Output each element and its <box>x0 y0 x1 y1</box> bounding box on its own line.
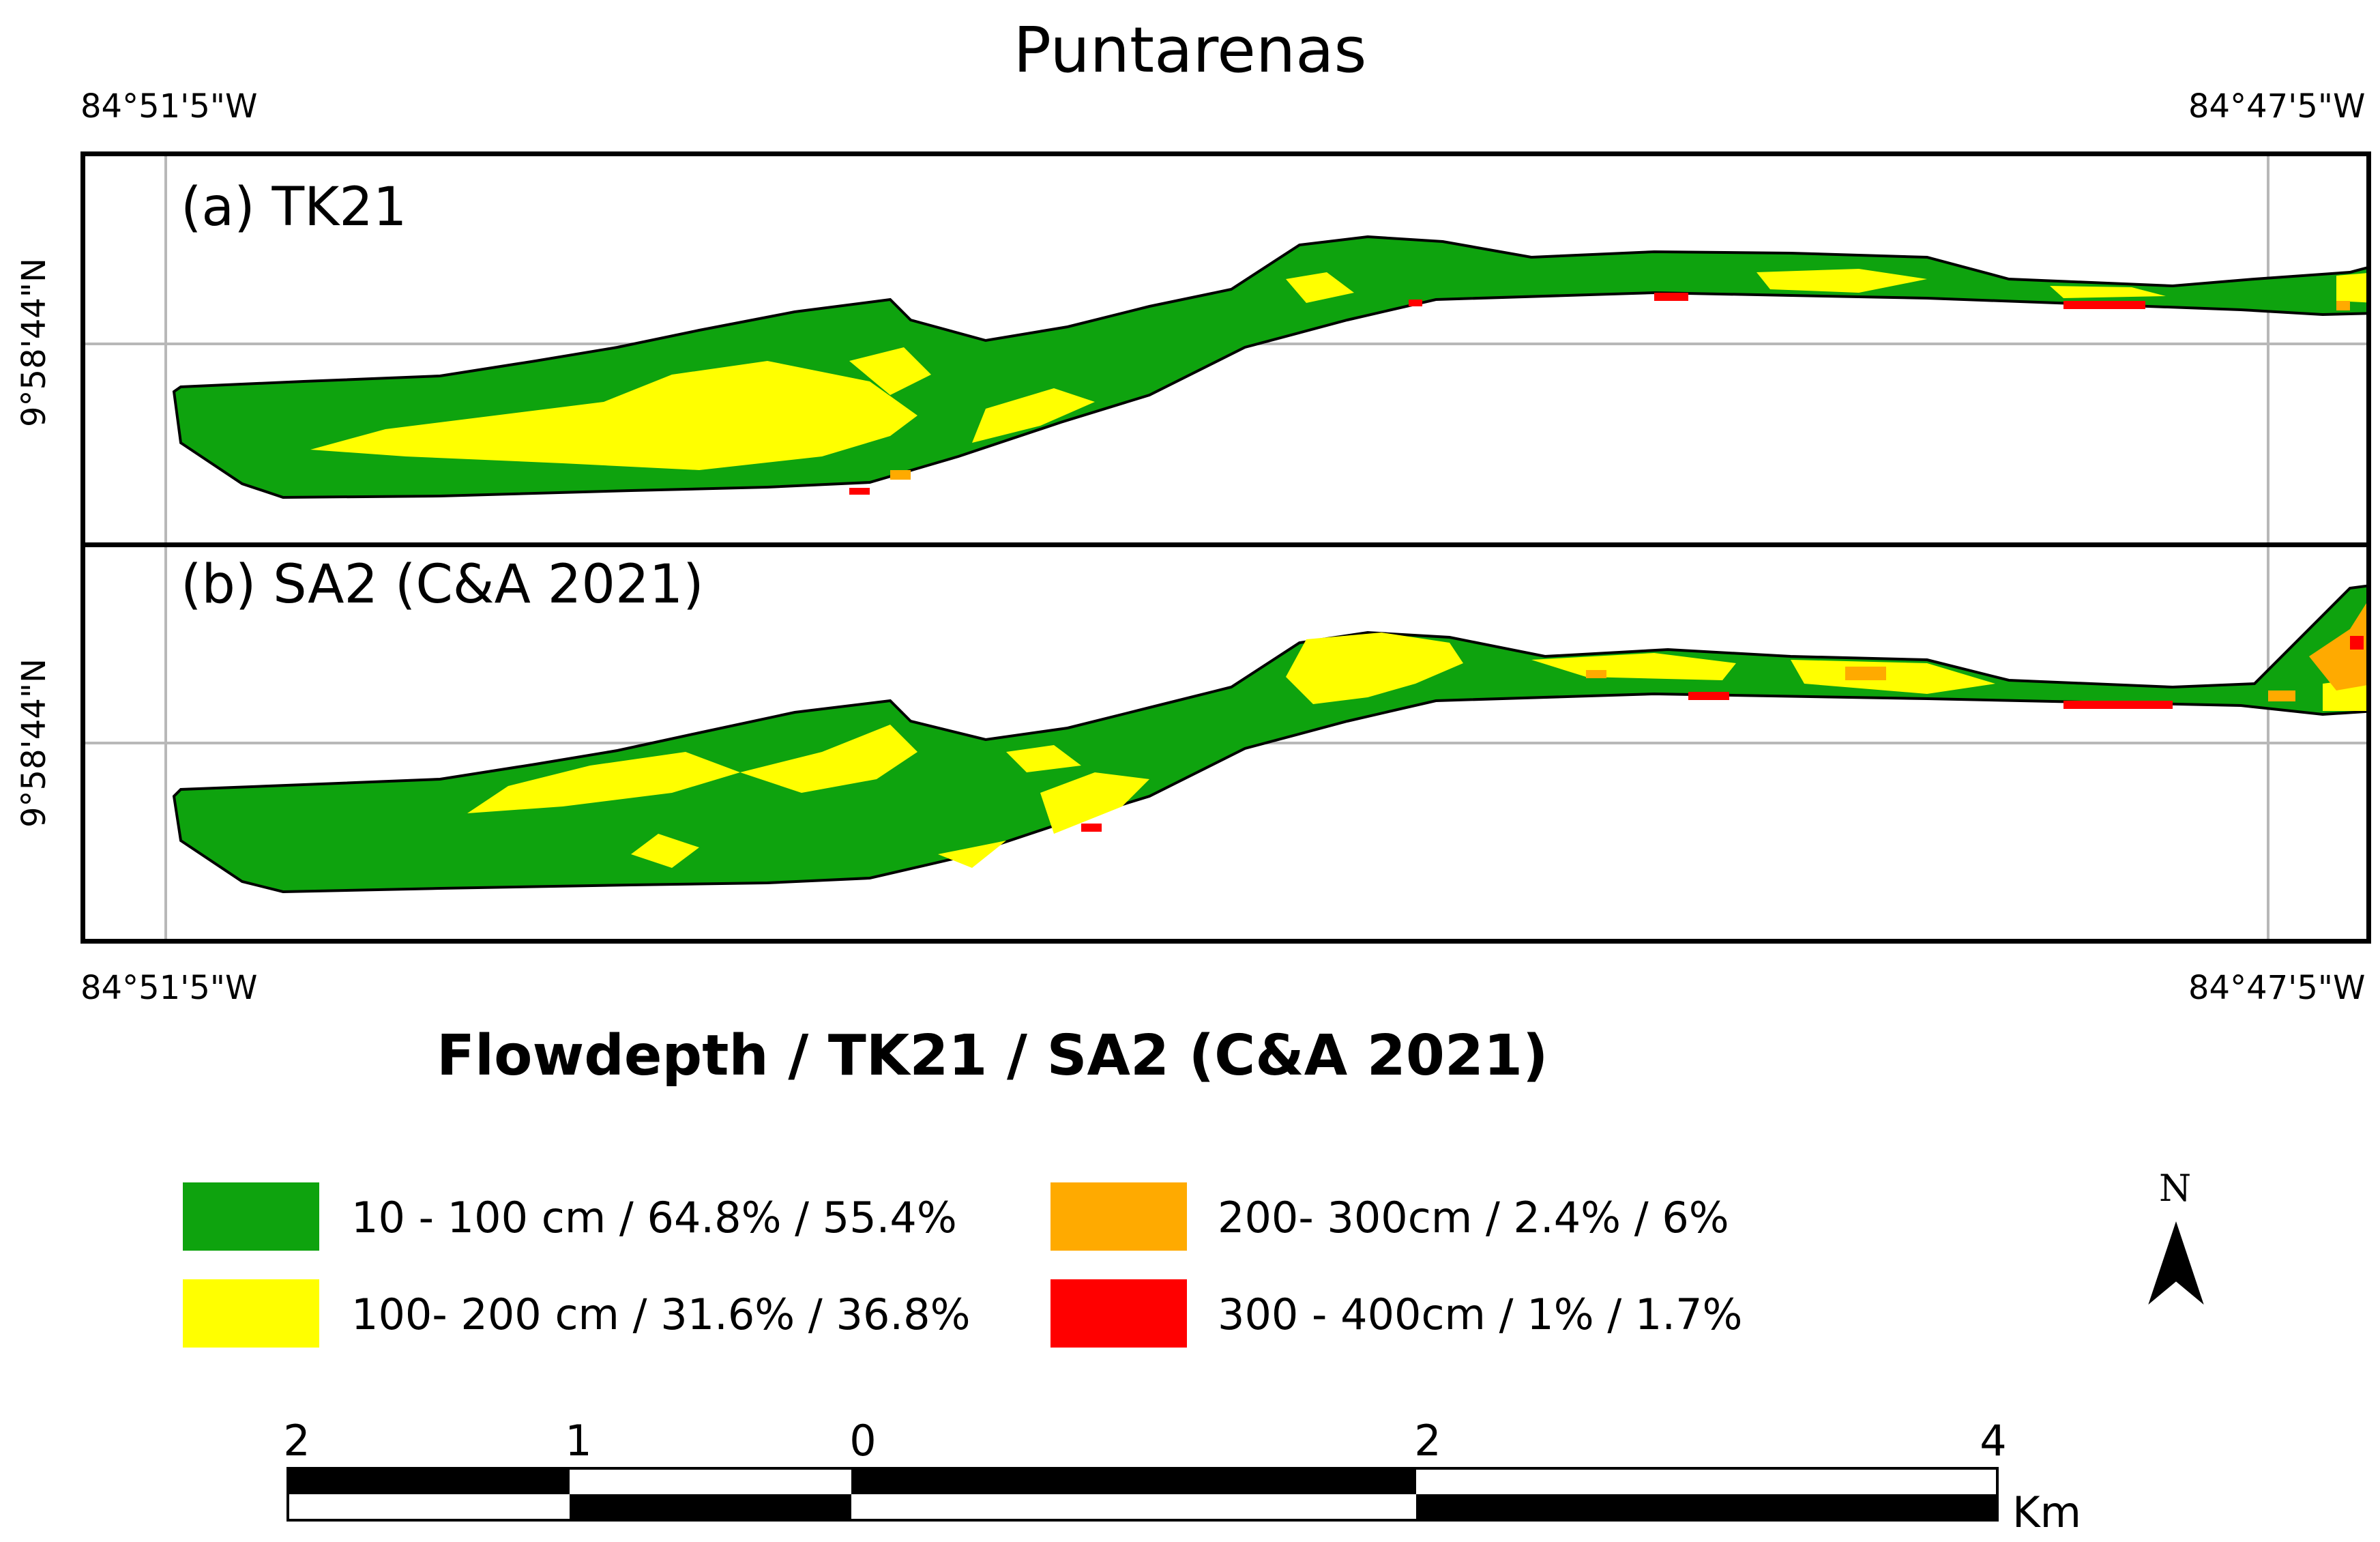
lon-label-bottom-right: 84°47'5"W <box>2188 969 2366 1007</box>
flowdepth-300-400-patches-a <box>849 293 2145 495</box>
legend-label-300-400: 300 - 400cm / 1% / 1.7% <box>1218 1290 1743 1339</box>
legend-label-200-300: 200- 300cm / 2.4% / 6% <box>1218 1193 1729 1242</box>
lat-label-panel-b: 9°58'44"N <box>15 658 53 828</box>
map-panel-a: (a) TK21 <box>80 151 2371 547</box>
flowdepth-100-200-patches-b <box>467 632 2366 868</box>
inundation-extent-b <box>172 584 2366 894</box>
scale-tick-0: 0 <box>849 1416 877 1466</box>
lon-label-bottom-left: 84°51'5"W <box>80 969 258 1007</box>
flowdepth-300-400-patches-b <box>1081 636 2364 832</box>
legend-swatch-10-100 <box>183 1182 319 1251</box>
flowdepth-100-200-patches-a <box>310 269 2366 470</box>
scale-unit: Km <box>2012 1487 2082 1537</box>
scale-tick-4: 4 <box>1980 1416 2007 1466</box>
legend-label-100-200: 100- 200 cm / 31.6% / 36.8% <box>351 1290 971 1339</box>
legend-label-10-100: 10 - 100 cm / 64.8% / 55.4% <box>351 1193 957 1242</box>
map-panel-b: (b) SA2 (C&A 2021) <box>80 542 2371 944</box>
lat-label-panel-a: 9°58'44"N <box>15 258 53 427</box>
flowdepth-map-b <box>85 547 2366 939</box>
lon-label-top-left: 84°51'5"W <box>80 87 258 126</box>
scale-tick-2-left: 2 <box>283 1416 310 1466</box>
scale-tick-1: 1 <box>565 1416 592 1466</box>
panel-b-label: (b) SA2 (C&A 2021) <box>181 554 704 615</box>
flowdepth-200-300-patches-a <box>890 301 2350 480</box>
legend-swatch-300-400 <box>1051 1279 1187 1348</box>
panel-a-label: (a) TK21 <box>181 177 407 238</box>
map-title: Puntarenas <box>1013 14 1367 87</box>
legend-swatch-100-200 <box>183 1279 319 1348</box>
flowdepth-map-a <box>85 156 2366 542</box>
legend-swatch-200-300 <box>1051 1182 1187 1251</box>
lon-label-top-right: 84°47'5"W <box>2188 87 2366 126</box>
scale-tick-2: 2 <box>1414 1416 1441 1466</box>
legend-title: Flowdepth / TK21 / SA2 (C&A 2021) <box>437 1023 1548 1088</box>
scale-bar <box>287 1467 1999 1522</box>
north-arrow-icon <box>2148 1221 2204 1305</box>
flowdepth-200-300-patches-b <box>1586 603 2366 701</box>
north-label: N <box>2159 1167 2192 1210</box>
